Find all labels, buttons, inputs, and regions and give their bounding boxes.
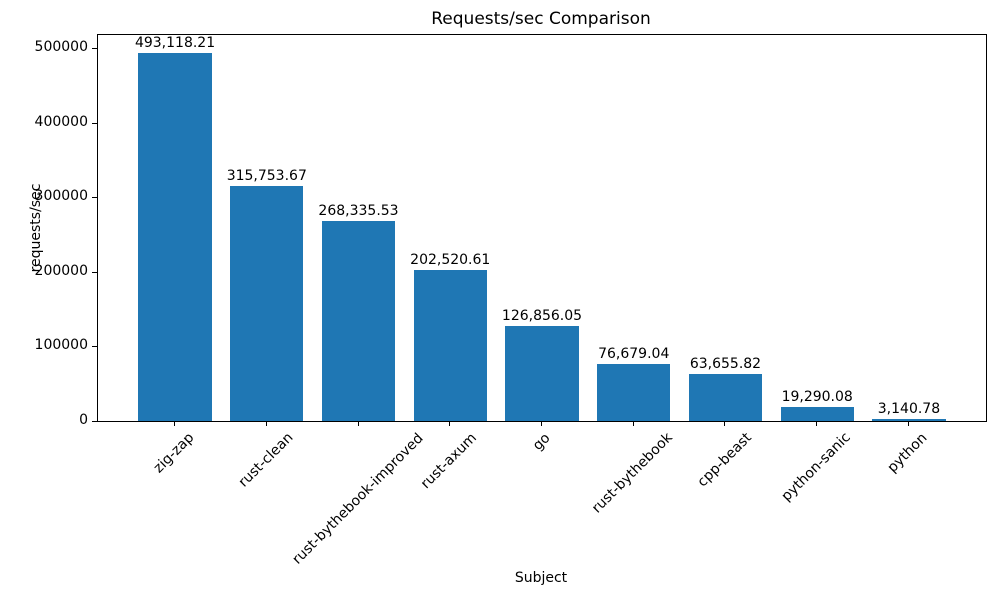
y-tick-label: 300000 <box>34 188 88 205</box>
bar <box>138 53 212 421</box>
x-tick-mark <box>816 422 818 426</box>
x-tick-mark <box>907 422 909 426</box>
x-axis-label: Subject <box>514 570 568 586</box>
bar <box>780 406 854 421</box>
y-tick-mark <box>92 271 97 273</box>
bar-value-label: 126,856.05 <box>501 308 583 325</box>
plot-area: 493,118.21 315,753.67 268,335.53 202,520.61… <box>97 34 987 422</box>
bar-value-label: 268,335.53 <box>318 202 399 219</box>
x-tick-label: python <box>884 429 931 476</box>
x-tick-label: rust-clean <box>235 429 297 491</box>
x-tick-label: rust-bythebook-improved <box>288 429 427 568</box>
bar-value-label: 19,290.08 <box>781 388 853 405</box>
x-tick-mark <box>724 422 726 426</box>
chart-title: Requests/sec Comparison <box>431 9 651 29</box>
y-tick-label: 400000 <box>34 113 88 130</box>
x-tick-label: go <box>529 429 554 454</box>
bar <box>413 270 487 421</box>
bar-value-label: 493,118.21 <box>134 35 216 52</box>
x-tick-mark <box>357 422 359 426</box>
x-tick-label: cpp-beast <box>694 429 755 491</box>
y-tick-mark <box>92 48 97 50</box>
y-tick-mark <box>92 346 97 348</box>
bar <box>872 418 946 421</box>
bar-value-label: 3,140.78 <box>877 400 941 417</box>
x-tick-label: rust-bythebook <box>589 430 677 517</box>
x-tick-label: python-sanic <box>778 429 854 506</box>
bar <box>597 363 671 421</box>
y-tick-mark <box>92 421 97 422</box>
x-tick-mark <box>174 422 176 426</box>
x-tick-mark <box>632 422 634 426</box>
bar-value-label: 76,679.04 <box>598 345 670 362</box>
bar-value-label: 202,520.61 <box>410 252 491 269</box>
x-tick-mark <box>449 422 451 426</box>
bar-value-label: 315,753.67 <box>226 167 307 184</box>
y-tick-label: 200000 <box>34 262 88 279</box>
y-tick-label: 0 <box>79 412 88 428</box>
x-tick-mark <box>265 422 267 426</box>
y-tick-label: 100000 <box>34 337 88 354</box>
bar <box>321 220 396 421</box>
bar <box>230 185 304 421</box>
x-tick-mark <box>541 422 542 426</box>
x-tick-label: zig-zap <box>150 429 198 477</box>
bar <box>688 373 763 421</box>
x-tick-label: rust-axum <box>418 430 481 493</box>
y-tick-mark <box>92 122 97 124</box>
y-tick-label: 500000 <box>34 39 88 56</box>
bar <box>505 326 579 421</box>
bar-value-label: 63,655.82 <box>689 355 762 372</box>
y-tick-mark <box>92 197 97 199</box>
